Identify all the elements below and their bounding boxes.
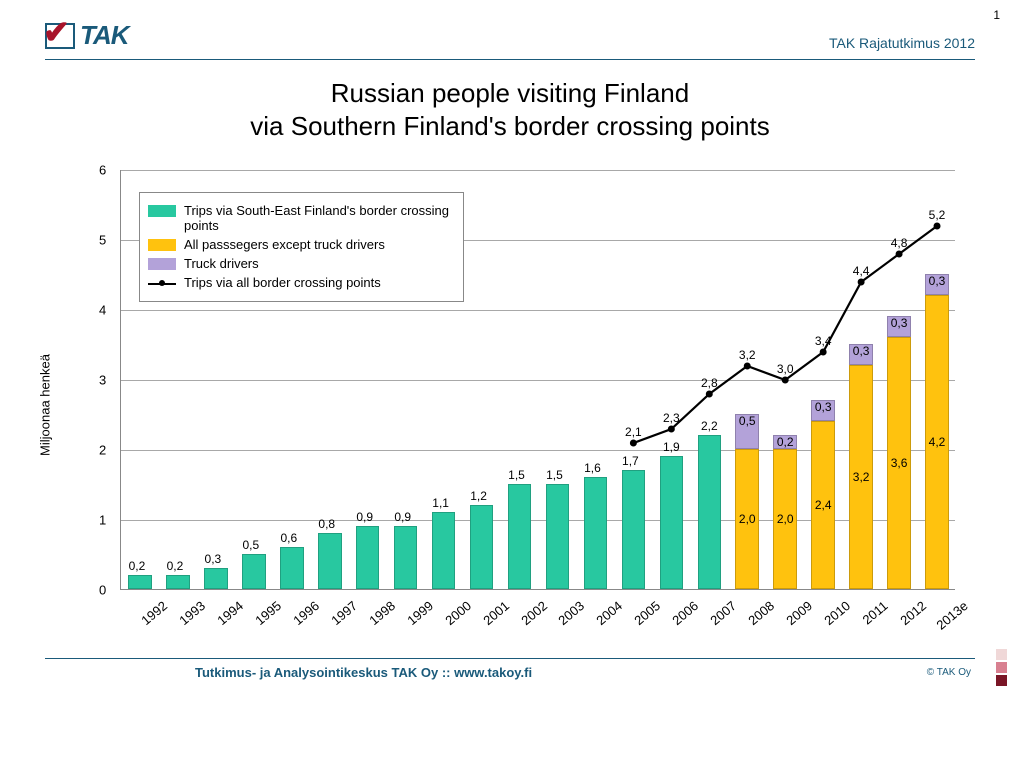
x-tick-label: 2009	[784, 598, 816, 628]
legend: Trips via South-East Finland's border cr…	[139, 192, 464, 302]
footer-rule	[45, 658, 975, 659]
page-number: 1	[993, 8, 1000, 22]
line-value-label: 3,0	[777, 362, 794, 376]
x-tick-label: 2003	[556, 598, 588, 628]
x-tick-label: 2007	[708, 598, 740, 628]
swatch-yellow	[148, 239, 176, 251]
copyright: © TAK Oy	[927, 667, 971, 678]
x-tick-label: 1996	[290, 598, 322, 628]
y-tick-label: 6	[99, 163, 106, 178]
x-tick-label: 2006	[670, 598, 702, 628]
legend-label: Trips via South-East Finland's border cr…	[184, 203, 455, 233]
x-tick-label: 2000	[442, 598, 474, 628]
y-tick-label: 4	[99, 303, 106, 318]
chart: Miljoonaa henkeä Trips via South-East Fi…	[55, 160, 965, 650]
line-value-label: 2,8	[701, 376, 718, 390]
line-value-label: 2,3	[663, 411, 680, 425]
legend-item-yellow: All passsegers except truck drivers	[148, 237, 455, 252]
swatch-line	[148, 277, 176, 291]
footer-square-icon	[996, 662, 1007, 673]
x-tick-label: 1999	[404, 598, 436, 628]
header-right-text: TAK Rajatutkimus 2012	[829, 35, 975, 51]
footer-square-icon	[996, 675, 1007, 686]
y-tick-label: 5	[99, 233, 106, 248]
x-tick-label: 2012	[897, 598, 929, 628]
logo-box-icon: ✔	[45, 23, 75, 49]
header: ✔ TAK TAK Rajatutkimus 2012	[45, 20, 975, 51]
x-tick-label: 1998	[366, 598, 398, 628]
x-tick-label: 2013e	[933, 598, 970, 633]
y-tick-label: 1	[99, 513, 106, 528]
y-tick-label: 3	[99, 373, 106, 388]
line-value-label: 3,4	[815, 334, 832, 348]
footer-squares	[996, 649, 1007, 686]
x-tick-label: 2010	[821, 598, 853, 628]
x-tick-label: 1997	[328, 598, 360, 628]
swatch-purple	[148, 258, 176, 270]
y-tick-label: 2	[99, 443, 106, 458]
line-value-label: 3,2	[739, 348, 756, 362]
line-value-label: 5,2	[929, 208, 946, 222]
legend-label: All passsegers except truck drivers	[184, 237, 385, 252]
chart-title-line2: via Southern Finland's border crossing p…	[45, 111, 975, 142]
chart-title-line1: Russian people visiting Finland	[45, 78, 975, 109]
x-tick-label: 1993	[176, 598, 208, 628]
x-tick-label: 1992	[138, 598, 170, 628]
swatch-teal	[148, 205, 176, 217]
line-value-label: 4,4	[853, 264, 870, 278]
legend-item-line: Trips via all border crossing points	[148, 275, 455, 291]
footer-text: Tutkimus- ja Analysointikeskus TAK Oy ::…	[195, 665, 532, 680]
legend-item-teal: Trips via South-East Finland's border cr…	[148, 203, 455, 233]
line-value-label: 2,1	[625, 425, 642, 439]
x-tick-label: 2001	[480, 598, 512, 628]
footer: Tutkimus- ja Analysointikeskus TAK Oy ::…	[45, 665, 975, 680]
y-axis-label: Miljoonaa henkeä	[38, 354, 53, 456]
legend-item-purple: Truck drivers	[148, 256, 455, 271]
y-tick-label: 0	[99, 583, 106, 598]
logo-text: TAK	[80, 20, 129, 51]
x-tick-label: 1994	[214, 598, 246, 628]
footer-square-icon	[996, 649, 1007, 660]
header-rule	[45, 59, 975, 60]
legend-label: Truck drivers	[184, 256, 259, 271]
x-tick-label: 2008	[746, 598, 778, 628]
x-tick-label: 2005	[632, 598, 664, 628]
x-tick-label: 2011	[860, 598, 891, 627]
x-tick-label: 1995	[252, 598, 284, 628]
x-tick-label: 2004	[594, 598, 626, 628]
plot-area: Trips via South-East Finland's border cr…	[120, 170, 955, 590]
x-tick-label: 2002	[518, 598, 550, 628]
legend-label: Trips via all border crossing points	[184, 275, 381, 290]
check-icon: ✔	[43, 13, 70, 51]
line-value-label: 4,8	[891, 236, 908, 250]
logo: ✔ TAK	[45, 20, 129, 51]
